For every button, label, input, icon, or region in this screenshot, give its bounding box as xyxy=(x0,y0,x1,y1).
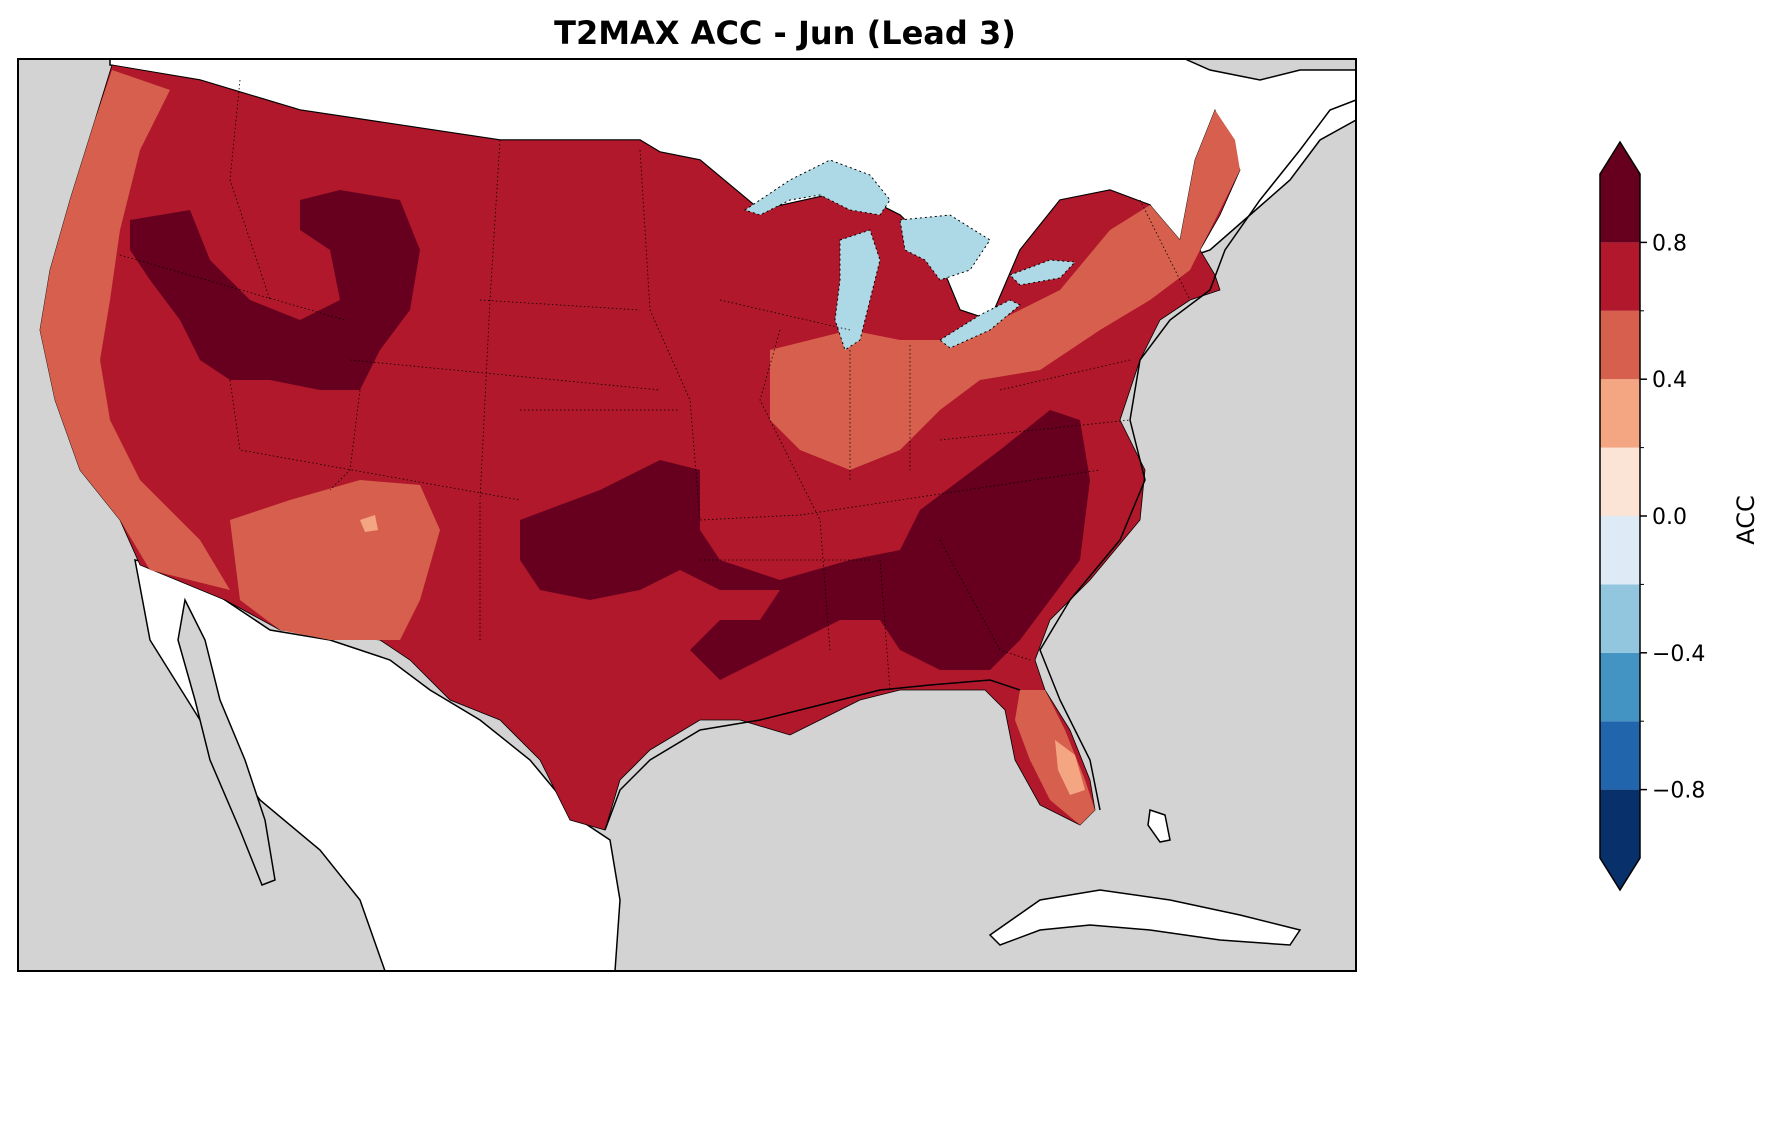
region-midwest-northeast xyxy=(770,110,1240,470)
colorbar-bin xyxy=(1600,652,1640,722)
colorbar-outline xyxy=(1599,140,1641,892)
map-title: T2MAX ACC - Jun (Lead 3) xyxy=(554,14,1016,52)
colorbar-bin xyxy=(1600,447,1640,516)
lake-huron xyxy=(899,214,991,281)
lake-erie xyxy=(939,299,1021,349)
coastline-east xyxy=(1039,99,1357,811)
colorbar-bin xyxy=(1600,584,1640,653)
lake-michigan xyxy=(834,229,881,351)
colorbar-bins xyxy=(1600,174,1640,858)
colorbar-bin xyxy=(1600,242,1640,311)
lake-superior xyxy=(743,159,891,216)
colorbar-ticks: 0.8 0.4 0.0 −0.4 −0.8 xyxy=(1640,231,1705,804)
colorbar-bin xyxy=(1600,516,1640,585)
baja-land xyxy=(177,597,276,886)
lake-ontario xyxy=(1009,259,1077,286)
colorbar-tick-label: 0.0 xyxy=(1652,505,1687,530)
cuba-land xyxy=(988,889,1302,946)
colorbar-tick-label: −0.4 xyxy=(1652,642,1705,667)
region-west-coast xyxy=(40,70,230,590)
colorbar-tick-label: 0.4 xyxy=(1652,368,1687,393)
colorbar-extend-min xyxy=(1600,858,1640,890)
region-southern-plains xyxy=(520,410,1090,680)
colorbar-bin xyxy=(1600,174,1640,243)
region-southwest-light xyxy=(360,515,378,532)
region-florida-light xyxy=(1055,740,1085,795)
state-borders xyxy=(119,79,1191,691)
colorbar-bin xyxy=(1600,379,1640,448)
region-great-basin xyxy=(130,190,420,390)
colorbar-tick-label: −0.8 xyxy=(1652,779,1705,804)
colorbar-bin xyxy=(1600,721,1640,790)
colorbar-extend-max xyxy=(1600,142,1640,174)
map-panel xyxy=(17,58,1357,972)
colorbar-tick-label: 0.8 xyxy=(1652,231,1687,256)
bahamas-land xyxy=(1147,809,1171,843)
colorbar: 0.8 0.4 0.0 −0.4 −0.8 ACC xyxy=(1599,140,1760,892)
region-southwest xyxy=(230,480,440,640)
coastline-gulf xyxy=(604,679,1021,831)
colorbar-bin xyxy=(1600,789,1640,858)
colorbar-bin xyxy=(1600,310,1640,380)
map-frame xyxy=(17,58,1357,972)
colorbar-label: ACC xyxy=(1732,495,1760,545)
